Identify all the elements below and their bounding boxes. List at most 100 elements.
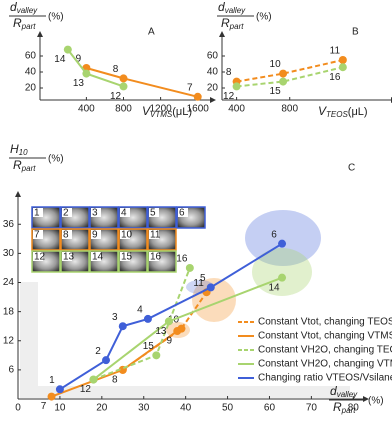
legend-label: Constant VH2O, changing TEOS xyxy=(258,345,392,356)
inset-label-box xyxy=(91,252,101,261)
inset-label: 5 xyxy=(150,208,156,219)
series-line xyxy=(236,66,344,88)
panel-label: C xyxy=(348,163,355,174)
label-subscript: valley xyxy=(17,6,38,15)
x-tick-label: 400 xyxy=(78,104,95,115)
inset-label-box xyxy=(33,208,43,217)
point xyxy=(55,385,64,394)
y-tick-label: 36 xyxy=(3,219,15,230)
x-tick-label: 10 xyxy=(54,403,66,414)
x-tick-label: 60 xyxy=(264,403,276,414)
point xyxy=(279,69,288,78)
label-subscript: valley xyxy=(337,390,358,399)
label-subscript: valley xyxy=(225,6,246,15)
label-symbol: V xyxy=(318,104,327,118)
axis-label-denominator: Rpart xyxy=(333,400,356,415)
point xyxy=(278,273,287,282)
series-line xyxy=(86,67,198,98)
point xyxy=(102,356,111,365)
y-tick-label: 40 xyxy=(207,67,219,78)
point-label: 10 xyxy=(270,59,282,70)
label-symbol: H xyxy=(10,142,19,156)
label-subscript: 10 xyxy=(19,148,28,157)
panel-label: A xyxy=(148,27,155,38)
inset-label-box xyxy=(149,252,159,261)
inset-label: 7 xyxy=(34,230,40,241)
point-label: 12 xyxy=(80,384,92,395)
inset-label: 16 xyxy=(150,252,162,263)
inset-label-box xyxy=(120,252,130,261)
inset-label: 12 xyxy=(34,252,46,263)
inset-label-box xyxy=(91,208,101,217)
point-label: 9 xyxy=(166,336,172,347)
point xyxy=(278,239,287,248)
point-label: 3 xyxy=(112,312,118,323)
label-subscript: part xyxy=(341,406,357,415)
point-label: 16 xyxy=(176,254,188,265)
point xyxy=(119,82,128,91)
legend-label: Constant VH2O, changing VTMS xyxy=(258,359,392,370)
x-tick-label: 50 xyxy=(222,403,234,414)
point-label: 11 xyxy=(330,46,341,57)
label-symbol: V xyxy=(142,104,151,118)
point xyxy=(206,283,215,292)
inset-label: 13 xyxy=(63,252,75,263)
point xyxy=(118,322,127,331)
point xyxy=(338,56,347,64)
inset-label: 2 xyxy=(63,208,69,219)
legend-label: Constant Vtot, changing VTMS xyxy=(258,331,392,342)
point xyxy=(143,314,152,323)
label-subscript: part xyxy=(21,164,37,173)
inset-label: 9 xyxy=(92,230,98,241)
axis-label-numerator: dvalley xyxy=(218,0,246,15)
point-label: 2 xyxy=(95,346,101,357)
axis-label-denominator: Rpart xyxy=(13,16,36,31)
series-line xyxy=(59,242,283,391)
point-label: 15 xyxy=(270,86,282,97)
label-subscript: part xyxy=(21,22,37,31)
inset-label-box xyxy=(120,208,130,217)
point-label: 8 xyxy=(226,67,232,78)
point-label: 8 xyxy=(113,64,119,75)
label-symbol: R xyxy=(13,158,22,172)
point xyxy=(63,45,72,54)
inset-label: 10 xyxy=(121,230,133,241)
inset-label: 3 xyxy=(92,208,98,219)
y-tick-label: 18 xyxy=(3,306,15,317)
inset-label-box xyxy=(62,208,72,217)
shade xyxy=(20,386,350,398)
y-tick-label: 30 xyxy=(3,248,15,259)
inset-label: 15 xyxy=(121,252,133,263)
label-symbol: d xyxy=(330,384,337,398)
x-tick-label: 20 xyxy=(96,403,108,414)
x-tick-label: 0 xyxy=(15,403,21,414)
inset-label-box xyxy=(62,252,72,261)
point-label: 9 xyxy=(76,54,82,65)
point xyxy=(338,63,347,72)
y-tick-label: 20 xyxy=(207,83,219,94)
axis-label: VVTMS(μL) xyxy=(142,104,192,119)
point-label: 14 xyxy=(268,282,280,293)
y-tick-label: 20 xyxy=(25,83,37,94)
y-tick-label: 60 xyxy=(207,51,219,62)
label-unit: (μL) xyxy=(172,106,192,118)
label-symbol: d xyxy=(218,0,225,14)
label-subscript: part xyxy=(229,22,245,31)
point xyxy=(185,263,194,272)
axis-label-numerator: dvalley xyxy=(330,384,358,399)
spread xyxy=(192,278,236,322)
panel-label: B xyxy=(352,27,359,38)
label-subscript: VTMS xyxy=(150,110,173,119)
x-tick-label: 1200 xyxy=(149,104,172,115)
inset-label: 14 xyxy=(92,252,104,263)
label-unit: (%) xyxy=(256,12,272,23)
x-tick-label: 80 xyxy=(348,403,360,414)
inset-label-box xyxy=(149,208,159,217)
point xyxy=(47,392,56,401)
point xyxy=(232,82,241,91)
point-label: 6 xyxy=(271,229,277,240)
point xyxy=(173,327,182,336)
inset-label-box xyxy=(178,208,188,217)
label-symbol: d xyxy=(10,0,17,14)
